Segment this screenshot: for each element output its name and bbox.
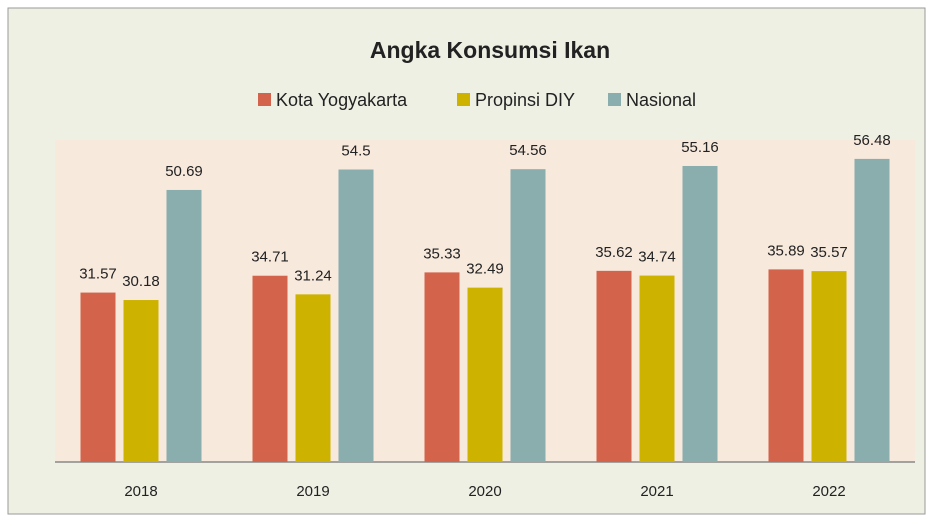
bar	[338, 169, 374, 462]
data-label: 30.18	[122, 273, 160, 290]
bar	[467, 287, 503, 462]
data-label: 35.89	[767, 242, 805, 259]
data-label: 55.16	[681, 139, 719, 156]
bar	[811, 271, 847, 462]
legend-label: Kota Yogyakarta	[276, 90, 408, 110]
data-label: 34.74	[638, 249, 676, 266]
bar	[252, 275, 288, 462]
bar	[424, 272, 460, 462]
data-label: 54.5	[341, 142, 370, 159]
bar	[80, 292, 116, 462]
legend-swatch	[457, 93, 470, 106]
bar	[768, 269, 804, 462]
bar	[854, 158, 890, 462]
data-label: 35.57	[810, 244, 848, 261]
bar	[123, 300, 159, 462]
x-tick-label: 2022	[812, 483, 845, 500]
bar	[166, 189, 202, 462]
x-tick-label: 2020	[468, 483, 501, 500]
data-label: 35.33	[423, 245, 461, 262]
x-tick-label: 2019	[296, 483, 329, 500]
bar	[510, 169, 546, 462]
data-label: 56.48	[853, 132, 891, 149]
x-tick-label: 2021	[640, 483, 673, 500]
data-label: 54.56	[509, 142, 547, 159]
legend-swatch	[258, 93, 271, 106]
legend-label: Nasional	[626, 90, 696, 110]
bar	[596, 270, 632, 462]
data-label: 34.71	[251, 249, 289, 266]
data-label: 31.57	[79, 266, 117, 283]
data-label: 35.62	[595, 244, 633, 261]
data-label: 32.49	[466, 261, 504, 278]
x-tick-label: 2018	[124, 483, 157, 500]
legend-label: Propinsi DIY	[475, 90, 575, 110]
bar	[295, 294, 331, 462]
chart-title: Angka Konsumsi Ikan	[370, 37, 610, 63]
data-label: 50.69	[165, 163, 203, 180]
data-label: 31.24	[294, 267, 332, 284]
legend-swatch	[608, 93, 621, 106]
bar	[639, 275, 675, 462]
bar	[682, 165, 718, 462]
